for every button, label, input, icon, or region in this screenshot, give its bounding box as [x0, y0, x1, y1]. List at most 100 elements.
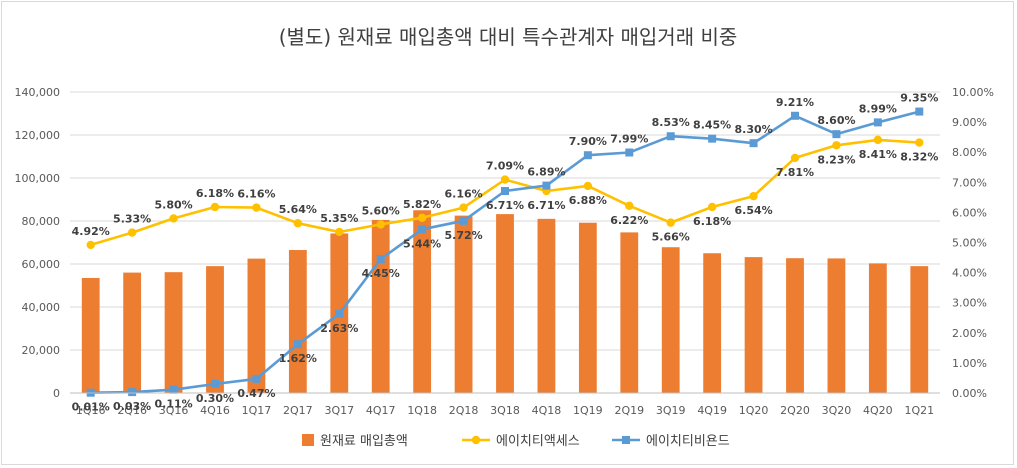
x-tick-label: 3Q16 — [159, 404, 189, 417]
x-tick-label: 4Q19 — [697, 404, 727, 417]
x-tick-label: 3Q19 — [656, 404, 686, 417]
marker-circle — [86, 240, 95, 250]
bar — [827, 258, 846, 393]
marker-square — [169, 385, 178, 394]
bar — [661, 247, 680, 393]
right-tick-label: 6.00% — [952, 206, 987, 219]
marker-circle — [666, 218, 675, 227]
left-tick-label: 20,000 — [22, 344, 61, 357]
right-axis: 0.00% 1.00% 2.00% 3.00% 4.00% 5.00% 6.00% 7.00%… — [952, 86, 994, 400]
marker-square — [335, 309, 344, 318]
marker-square — [749, 139, 758, 148]
bar — [123, 272, 142, 393]
x-axis: 1Q16 2Q16 3Q16 4Q16 1Q17 2Q17 3Q17 4Q17 1Q18 2Q18… — [70, 392, 940, 417]
x-tick-label: 4Q20 — [863, 404, 893, 417]
data-label: 8.32% — [900, 151, 938, 164]
marker-circle — [707, 202, 717, 212]
x-tick-label: 4Q17 — [366, 404, 396, 417]
data-label: 8.53% — [652, 116, 690, 129]
x-tick-label: 2Q19 — [614, 404, 644, 417]
data-label: 4.92% — [72, 225, 110, 238]
bar — [413, 210, 432, 393]
x-tick-label: 3Q20 — [822, 404, 852, 417]
x-tick-label: 1Q17 — [242, 404, 272, 417]
data-label: 8.41% — [859, 148, 897, 161]
bar — [496, 214, 514, 393]
bar — [786, 258, 804, 393]
bar — [206, 266, 224, 393]
x-tick-label: 1Q19 — [573, 404, 603, 417]
data-label: 6.88% — [569, 194, 607, 207]
bottom-series-labels: 0.01% 0.03% 0.11% 0.30% 0.47% 1.62% 2.63% 4.45%… — [72, 148, 939, 414]
left-tick-label: 140,000 — [15, 86, 61, 99]
marker-circle — [790, 153, 800, 163]
marker-circle — [252, 203, 261, 212]
data-label: 2.63% — [320, 322, 358, 335]
marker-circle — [169, 214, 178, 223]
bar — [910, 266, 929, 393]
data-label: 0.03% — [113, 400, 151, 413]
marker-circle — [500, 175, 510, 184]
marker-circle — [459, 203, 468, 212]
legend-marker — [622, 436, 630, 444]
marker-circle — [127, 228, 137, 237]
bar — [620, 232, 639, 393]
right-tick-label: 3.00% — [952, 297, 987, 310]
data-label: 9.35% — [900, 92, 938, 105]
data-label: 8.60% — [817, 114, 855, 127]
legend-swatch — [302, 434, 314, 446]
data-label: 7.90% — [569, 135, 607, 148]
left-tick-label: 0 — [53, 387, 60, 400]
right-tick-label: 0.00% — [952, 387, 987, 400]
left-tick-label: 80,000 — [22, 215, 61, 228]
right-tick-label: 9.00% — [952, 116, 987, 129]
data-label: 0.30% — [196, 392, 234, 405]
x-tick-label: 4Q16 — [200, 404, 230, 417]
marker-square — [666, 132, 675, 141]
marker-circle — [625, 201, 634, 210]
bar — [454, 215, 473, 393]
right-tick-label: 7.00% — [952, 176, 987, 189]
bar — [164, 272, 183, 393]
bar — [288, 250, 307, 393]
chart-title: (별도) 원재료 매입총액 대비 특수관계자 매입거래 비중 — [279, 25, 738, 49]
x-tick-label: 1Q16 — [76, 404, 106, 417]
bar — [247, 258, 266, 393]
x-tick-label: 2Q18 — [449, 404, 479, 417]
left-tick-label: 100,000 — [15, 172, 61, 185]
marker-square — [791, 111, 799, 120]
marker-square — [293, 340, 302, 349]
data-label: 6.54% — [734, 204, 772, 217]
x-tick-label: 4Q18 — [532, 404, 562, 417]
bar — [371, 219, 390, 393]
legend: 원재료 매입총액 에이치티액세스 에이치티비욘드 — [302, 434, 730, 449]
left-axis: 0 20,000 40,000 60,000 80,000 100,000 120,000 1… — [15, 86, 61, 400]
data-label: 5.66% — [652, 231, 690, 244]
marker-circle — [335, 227, 344, 237]
data-label: 5.33% — [113, 213, 151, 226]
marker-square — [128, 388, 137, 397]
bar — [703, 253, 722, 393]
marker-circle — [210, 202, 220, 212]
marker-circle — [293, 219, 303, 228]
legend-label: 에이치티액세스 — [496, 434, 580, 449]
right-tick-label: 5.00% — [952, 237, 987, 250]
x-tick-label: 1Q21 — [904, 404, 934, 417]
right-tick-label: 10.00% — [952, 86, 994, 99]
x-tick-label: 2Q16 — [117, 404, 147, 417]
right-tick-label: 2.00% — [952, 327, 987, 340]
marker-square — [501, 187, 509, 196]
marker-circle — [417, 213, 427, 223]
line-series — [86, 107, 924, 397]
bar — [537, 218, 556, 393]
data-label: 6.16% — [444, 188, 482, 201]
marker-circle — [873, 135, 883, 145]
top-series-labels: 4.92%5.33%5.80%6.18% 6.16%5.64%5.35%5.60%… — [72, 92, 939, 238]
right-tick-label: 1.00% — [952, 357, 987, 370]
data-label: 5.80% — [154, 198, 192, 211]
data-label: 0.01% — [72, 401, 110, 414]
marker-square — [708, 134, 717, 143]
data-label: 8.99% — [859, 102, 897, 115]
